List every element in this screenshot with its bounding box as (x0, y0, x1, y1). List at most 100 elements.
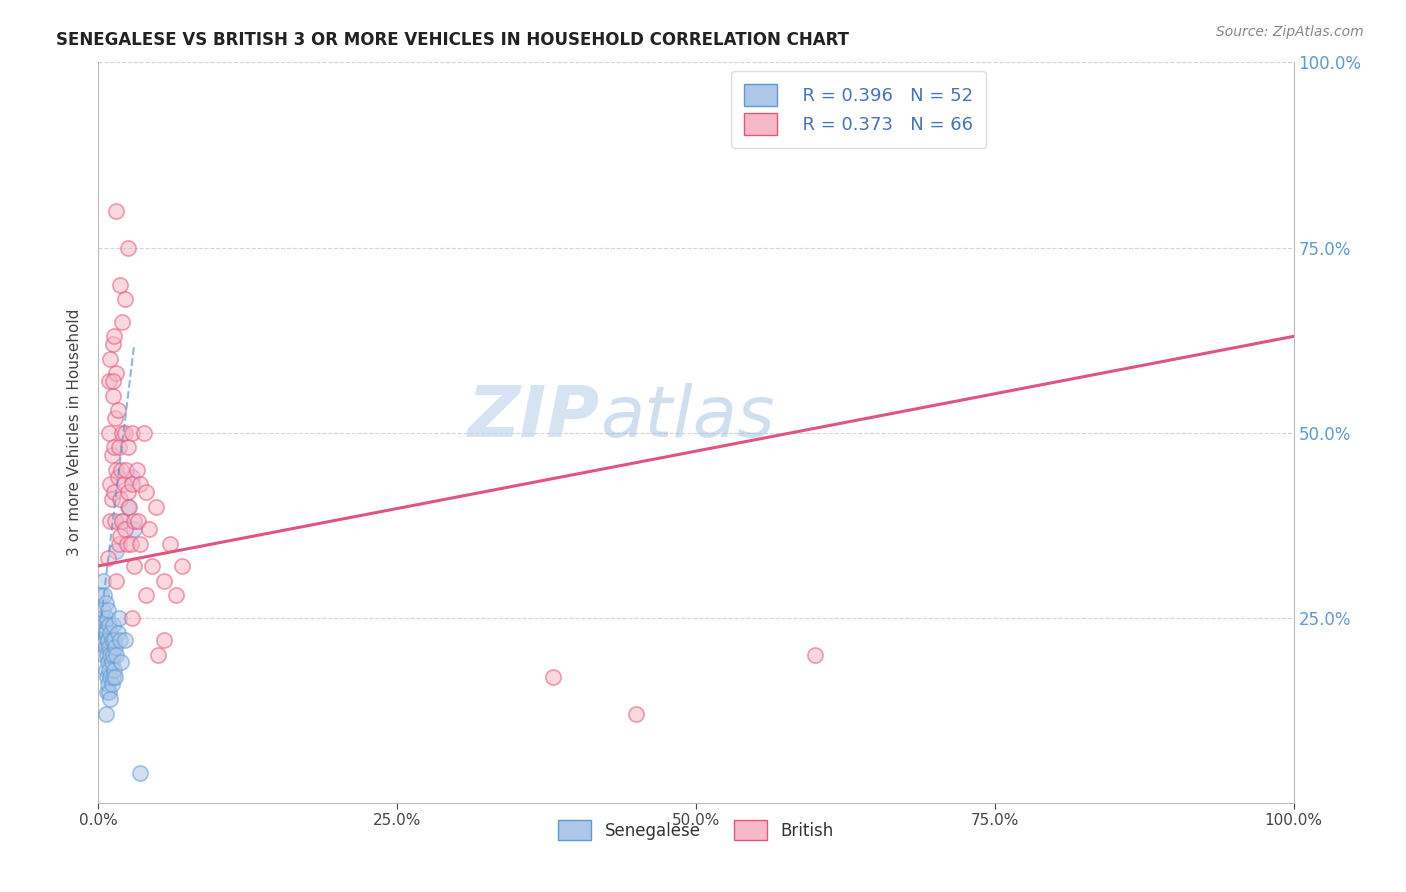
Point (96, 648, 118, 662)
Point (104, 640, 127, 655)
Point (100, 448, 122, 462)
Point (117, 484, 139, 499)
Text: Source: ZipAtlas.com: Source: ZipAtlas.com (1216, 25, 1364, 39)
Point (91, 632, 114, 647)
Point (98, 625, 122, 640)
Point (97, 655, 120, 669)
Point (108, 529, 131, 543)
Point (153, 632, 176, 647)
Point (115, 536, 138, 550)
Point (114, 425, 136, 440)
Point (98, 515, 122, 529)
Point (804, 648, 827, 662)
Point (117, 500, 139, 514)
Point (98, 670, 122, 684)
Point (93, 589, 115, 603)
Point (103, 329, 125, 343)
Point (129, 536, 152, 550)
Point (101, 388, 124, 402)
Point (108, 277, 131, 292)
Point (104, 515, 127, 529)
Point (103, 632, 125, 647)
Point (98, 425, 121, 440)
Point (111, 425, 134, 440)
Point (145, 500, 167, 514)
Point (110, 462, 132, 476)
Point (101, 374, 124, 388)
Point (148, 648, 170, 662)
Point (117, 441, 139, 455)
Point (98, 618, 121, 632)
Point (101, 670, 124, 684)
Point (115, 462, 138, 476)
Point (97, 632, 120, 647)
Point (153, 574, 176, 588)
Point (135, 484, 157, 499)
Point (94, 625, 117, 640)
Point (98, 692, 122, 706)
Point (94, 663, 117, 677)
Point (112, 477, 135, 491)
Point (114, 522, 136, 536)
Point (100, 677, 122, 691)
Point (121, 477, 143, 491)
Point (121, 425, 143, 440)
Point (626, 706, 648, 721)
Point (117, 240, 139, 255)
Point (96, 670, 118, 684)
Point (105, 462, 128, 476)
Point (100, 492, 122, 507)
Point (98, 663, 121, 677)
Point (97, 677, 120, 691)
Point (101, 648, 124, 662)
Point (98, 685, 121, 699)
Point (159, 536, 181, 550)
Point (96, 632, 118, 647)
Point (96, 685, 118, 699)
Point (98, 648, 122, 662)
Point (101, 618, 124, 632)
Point (124, 558, 146, 573)
Point (165, 589, 187, 603)
Point (90, 589, 112, 603)
Point (94, 640, 117, 655)
Point (114, 632, 136, 647)
Point (94, 596, 117, 610)
Point (93, 618, 115, 632)
Point (100, 632, 122, 647)
Point (111, 314, 134, 328)
Point (107, 610, 129, 624)
Point (103, 484, 125, 499)
Point (105, 203, 128, 218)
Point (100, 655, 122, 669)
Point (105, 367, 128, 381)
Point (172, 558, 194, 573)
Point (107, 403, 129, 417)
Point (91, 603, 114, 617)
Point (107, 625, 129, 640)
Point (124, 515, 146, 529)
Point (111, 515, 134, 529)
Point (98, 374, 121, 388)
Point (107, 441, 129, 455)
Point (98, 477, 122, 491)
Point (127, 515, 149, 529)
Point (124, 522, 146, 536)
Point (129, 766, 152, 780)
Point (97, 551, 120, 566)
Point (104, 410, 127, 425)
Text: SENEGALESE VS BRITISH 3 OR MORE VEHICLES IN HOUSEHOLD CORRELATION CHART: SENEGALESE VS BRITISH 3 OR MORE VEHICLES… (56, 31, 849, 49)
Point (91, 574, 114, 588)
Point (104, 670, 127, 684)
Point (93, 648, 115, 662)
Point (121, 610, 143, 624)
Point (108, 492, 131, 507)
Point (110, 655, 132, 669)
Point (103, 663, 125, 677)
Point (108, 632, 131, 647)
Point (118, 500, 141, 514)
Point (111, 515, 134, 529)
Point (114, 293, 136, 307)
Legend: Senegalese, British: Senegalese, British (551, 814, 841, 847)
Point (91, 610, 114, 624)
